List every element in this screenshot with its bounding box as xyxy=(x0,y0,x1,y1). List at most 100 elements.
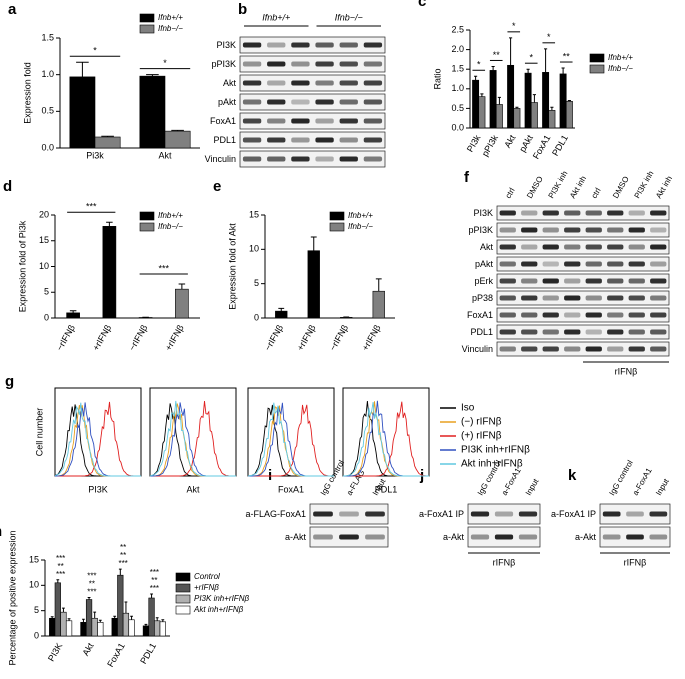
x-tick-label: +rIFNβ xyxy=(91,323,114,352)
blot-band xyxy=(607,262,623,267)
blot-row-label: a-FLAG-FoxA1 xyxy=(245,509,306,519)
blot-strip xyxy=(240,151,385,167)
blot-row-label: a-FoxA1 IP xyxy=(551,509,596,519)
blot-band xyxy=(586,313,602,318)
blot-band xyxy=(315,81,333,86)
bar xyxy=(525,73,531,128)
error-bar xyxy=(82,619,85,622)
blot-band xyxy=(521,262,537,267)
bar xyxy=(549,110,555,128)
bar xyxy=(160,622,166,636)
y-tick-label: 1.0 xyxy=(41,69,54,79)
error-bar xyxy=(62,608,65,612)
histogram-curve xyxy=(150,403,236,476)
bar xyxy=(123,613,129,636)
bar xyxy=(49,618,55,636)
blot-band xyxy=(500,313,516,318)
significance: ** xyxy=(493,50,501,60)
bar xyxy=(308,251,320,318)
blot-band xyxy=(607,211,623,216)
histogram-curve xyxy=(150,401,236,476)
legend-swatch xyxy=(140,25,154,33)
blot-band xyxy=(586,228,602,233)
blot-band xyxy=(650,313,666,318)
legend-label: Ifnb−/− xyxy=(348,222,373,231)
blot-band xyxy=(267,119,285,124)
blot-band xyxy=(365,512,385,517)
blot-band xyxy=(243,157,261,162)
bar xyxy=(566,101,572,128)
bar xyxy=(81,622,87,636)
blot-row-label: Akt xyxy=(223,78,237,88)
blot-strip xyxy=(240,56,385,72)
blot-band xyxy=(564,262,580,267)
blot-band xyxy=(291,81,309,86)
bar xyxy=(61,612,67,636)
blot-band xyxy=(586,347,602,352)
legend-label: Ifnb−/− xyxy=(608,64,633,73)
blot-column-label: PI3K inh xyxy=(633,169,656,200)
blot-band xyxy=(291,138,309,143)
error-bar xyxy=(125,602,128,613)
x-tick-label: pPI3k xyxy=(480,133,500,158)
blot-band xyxy=(340,43,358,48)
blot-band xyxy=(629,262,645,267)
blot-group-label: Ifnb+/+ xyxy=(262,12,290,22)
blot-band xyxy=(291,43,309,48)
legend-label: Control xyxy=(194,572,220,581)
error-bar xyxy=(311,237,317,251)
blot-band xyxy=(291,100,309,105)
blot-band xyxy=(364,157,382,162)
blot-band xyxy=(315,100,333,105)
y-tick-label: 0 xyxy=(44,312,49,322)
legend-label: (−) rIFNβ xyxy=(461,417,502,428)
histogram-curve xyxy=(150,402,236,476)
error-bar xyxy=(492,66,495,70)
panel-label: g xyxy=(5,373,14,390)
x-tick-label: PI3K xyxy=(46,641,64,663)
blot-band xyxy=(543,279,559,284)
legend-label: Iso xyxy=(461,403,475,414)
significance: * xyxy=(163,58,167,68)
x-tick-label: −rIFNβ xyxy=(127,323,150,352)
blot-band xyxy=(339,535,359,540)
blot-band xyxy=(340,119,358,124)
x-tick-label: PI3k xyxy=(465,133,483,154)
blot-band xyxy=(543,330,559,335)
x-tick-label: +rIFNβ xyxy=(163,323,186,352)
blot-band xyxy=(495,535,513,540)
blot-strip xyxy=(240,132,385,148)
blot-band xyxy=(315,138,333,143)
legend-label: Ifnb+/+ xyxy=(348,211,373,220)
blot-band xyxy=(626,512,644,517)
significance: *** xyxy=(118,559,127,568)
blot-strip xyxy=(240,37,385,53)
y-tick-label: 10 xyxy=(39,261,49,271)
x-tick-label: PDL1 xyxy=(550,133,570,157)
blot-band xyxy=(649,512,667,517)
error-bar xyxy=(278,308,284,311)
blot-band xyxy=(313,512,333,517)
blot-column-label: ctrl xyxy=(504,186,517,200)
blot-band xyxy=(607,245,623,250)
y-axis-label: Expression fold xyxy=(22,62,32,124)
blot-band xyxy=(521,279,537,284)
blot-column-label: IgG control xyxy=(319,458,346,497)
blot-band xyxy=(521,330,537,335)
blot-band xyxy=(291,119,309,124)
error-bar xyxy=(93,612,96,618)
panel-label: i xyxy=(268,467,272,484)
blot-band xyxy=(586,279,602,284)
blot-band xyxy=(471,512,489,517)
panel-label: h xyxy=(0,523,2,540)
legend-label: (+) rIFNβ xyxy=(461,431,502,442)
y-tick-label: 1.0 xyxy=(451,83,464,93)
panel-label: a xyxy=(8,1,17,18)
legend-swatch xyxy=(176,584,190,592)
error-bar xyxy=(509,38,512,65)
error-bar xyxy=(106,222,113,226)
blot-strip xyxy=(240,94,385,110)
blot-band xyxy=(471,535,489,540)
x-tick-label: +rIFNβ xyxy=(360,323,383,352)
blot-band xyxy=(629,211,645,216)
